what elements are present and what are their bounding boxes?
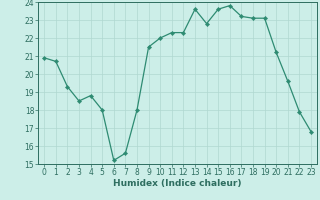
X-axis label: Humidex (Indice chaleur): Humidex (Indice chaleur) [113, 179, 242, 188]
